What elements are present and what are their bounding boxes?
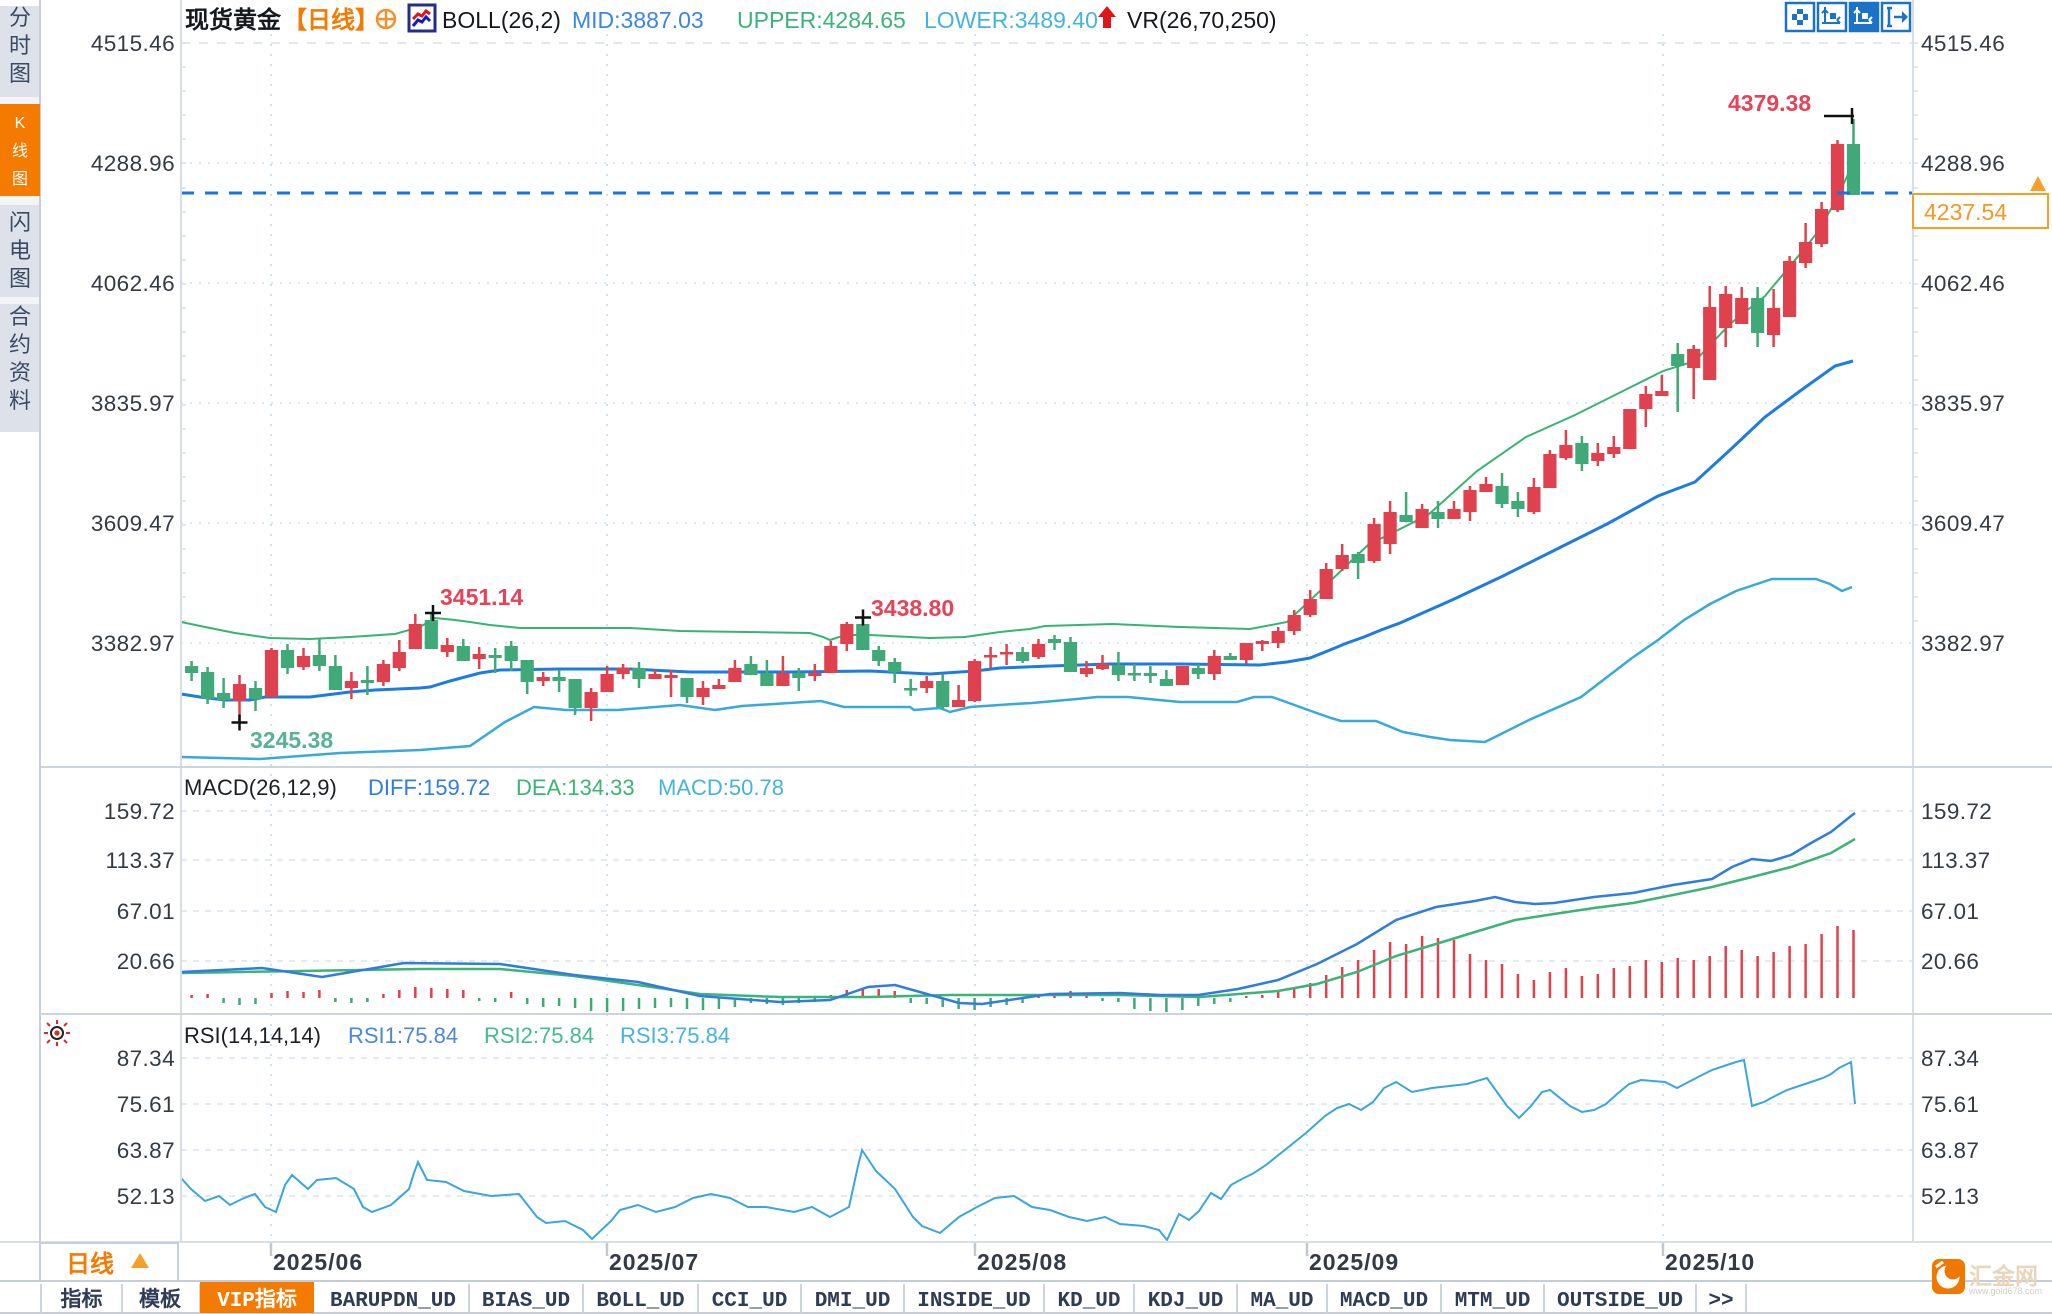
svg-text:4288.96: 4288.96 xyxy=(1921,151,2005,176)
svg-text:87.34: 87.34 xyxy=(1921,1046,1979,1071)
svg-text:DMI_UD: DMI_UD xyxy=(815,1290,891,1313)
svg-text:4237.54: 4237.54 xyxy=(1924,199,2007,225)
svg-text:3382.97: 3382.97 xyxy=(1921,631,2005,656)
svg-text:KD_UD: KD_UD xyxy=(1057,1290,1120,1313)
svg-text:>>: >> xyxy=(1708,1290,1733,1313)
svg-text:RSI(14,14,14): RSI(14,14,14) xyxy=(184,1023,321,1048)
svg-text:4515.46: 4515.46 xyxy=(1921,31,2005,56)
svg-text:75.61: 75.61 xyxy=(117,1092,175,1117)
svg-text:汇金网: 汇金网 xyxy=(1969,1263,2038,1289)
svg-text:113.37: 113.37 xyxy=(105,848,175,873)
svg-text:RSI3:75.84: RSI3:75.84 xyxy=(620,1023,730,1048)
svg-text:3451.14: 3451.14 xyxy=(440,584,523,610)
svg-text:3835.97: 3835.97 xyxy=(1921,391,2005,416)
svg-text:3835.97: 3835.97 xyxy=(91,391,175,416)
svg-text:KDJ_UD: KDJ_UD xyxy=(1148,1290,1224,1313)
svg-text:分: 分 xyxy=(9,5,31,30)
svg-text:3382.97: 3382.97 xyxy=(91,631,175,656)
svg-text:159.72: 159.72 xyxy=(1921,799,1992,824)
svg-text:3438.80: 3438.80 xyxy=(871,595,954,621)
svg-text:图: 图 xyxy=(9,266,31,291)
svg-text:资: 资 xyxy=(9,360,31,385)
svg-text:4062.46: 4062.46 xyxy=(1921,271,2005,296)
svg-text:4515.46: 4515.46 xyxy=(91,31,175,56)
svg-text:BARUPDN_UD: BARUPDN_UD xyxy=(330,1290,456,1313)
svg-text:52.13: 52.13 xyxy=(1921,1184,1979,1209)
svg-text:约: 约 xyxy=(9,332,31,357)
svg-text:线: 线 xyxy=(12,142,28,160)
svg-text:VIP指标: VIP指标 xyxy=(217,1287,297,1313)
svg-text:LOWER:3489.40: LOWER:3489.40 xyxy=(924,7,1098,33)
svg-text:BOLL(26,2): BOLL(26,2) xyxy=(442,7,561,33)
svg-text:87.34: 87.34 xyxy=(117,1046,175,1071)
svg-text:67.01: 67.01 xyxy=(1921,899,1979,924)
svg-text:【日线】: 【日线】 xyxy=(283,7,379,34)
svg-text:DEA:134.33: DEA:134.33 xyxy=(516,775,635,800)
svg-text:时: 时 xyxy=(9,33,31,58)
svg-text:BOLL_UD: BOLL_UD xyxy=(596,1290,684,1313)
svg-text:MACD_UD: MACD_UD xyxy=(1340,1290,1428,1313)
svg-text:2025/08: 2025/08 xyxy=(977,1249,1067,1275)
svg-text:现货黄金: 现货黄金 xyxy=(185,6,282,34)
svg-text:图: 图 xyxy=(12,171,28,188)
svg-text:20.66: 20.66 xyxy=(117,949,175,974)
svg-text:67.01: 67.01 xyxy=(117,899,175,924)
svg-text:合: 合 xyxy=(9,304,31,329)
svg-text:VR(26,70,250): VR(26,70,250) xyxy=(1127,7,1277,33)
svg-text:2025/09: 2025/09 xyxy=(1309,1249,1399,1275)
svg-text:K: K xyxy=(15,115,26,132)
svg-text:DIFF:159.72: DIFF:159.72 xyxy=(368,775,490,800)
svg-text:3609.47: 3609.47 xyxy=(1921,511,2005,536)
svg-text:20.66: 20.66 xyxy=(1921,949,1979,974)
svg-text:MA_UD: MA_UD xyxy=(1250,1290,1313,1313)
svg-text:日线: 日线 xyxy=(66,1251,114,1278)
svg-text:模板: 模板 xyxy=(139,1287,182,1311)
svg-text:MTM_UD: MTM_UD xyxy=(1455,1290,1531,1313)
svg-text:4379.38: 4379.38 xyxy=(1728,90,1811,116)
svg-text:113.37: 113.37 xyxy=(1921,848,1991,873)
svg-text:UPPER:4284.65: UPPER:4284.65 xyxy=(737,7,906,33)
svg-text:4062.46: 4062.46 xyxy=(91,271,175,296)
svg-text:BIAS_UD: BIAS_UD xyxy=(482,1290,570,1313)
svg-text:CCI_UD: CCI_UD xyxy=(712,1290,788,1313)
svg-text:159.72: 159.72 xyxy=(104,799,175,824)
svg-text:2025/10: 2025/10 xyxy=(1665,1249,1755,1275)
svg-text:4288.96: 4288.96 xyxy=(91,151,175,176)
svg-text:OUTSIDE_UD: OUTSIDE_UD xyxy=(1557,1290,1683,1313)
svg-text:料: 料 xyxy=(9,388,31,413)
svg-text:电: 电 xyxy=(9,238,31,263)
svg-text:图: 图 xyxy=(9,61,31,86)
svg-text:52.13: 52.13 xyxy=(117,1184,175,1209)
svg-text:MACD:50.78: MACD:50.78 xyxy=(658,775,784,800)
svg-text:www.gold678.com: www.gold678.com xyxy=(1968,1286,2042,1296)
svg-text:3245.38: 3245.38 xyxy=(250,727,333,753)
svg-text:63.87: 63.87 xyxy=(117,1138,175,1163)
svg-text:2025/07: 2025/07 xyxy=(609,1249,699,1275)
svg-text:3609.47: 3609.47 xyxy=(91,511,175,536)
svg-text:2025/06: 2025/06 xyxy=(273,1249,363,1275)
svg-text:63.87: 63.87 xyxy=(1921,1138,1979,1163)
svg-text:MACD(26,12,9): MACD(26,12,9) xyxy=(184,775,337,800)
svg-text:INSIDE_UD: INSIDE_UD xyxy=(917,1290,1030,1313)
svg-text:闪: 闪 xyxy=(9,210,31,235)
svg-text:RSI2:75.84: RSI2:75.84 xyxy=(484,1023,594,1048)
svg-text:MID:3887.03: MID:3887.03 xyxy=(572,7,704,33)
svg-text:75.61: 75.61 xyxy=(1921,1092,1979,1117)
svg-text:指标: 指标 xyxy=(61,1287,103,1311)
svg-text:RSI1:75.84: RSI1:75.84 xyxy=(348,1023,458,1048)
